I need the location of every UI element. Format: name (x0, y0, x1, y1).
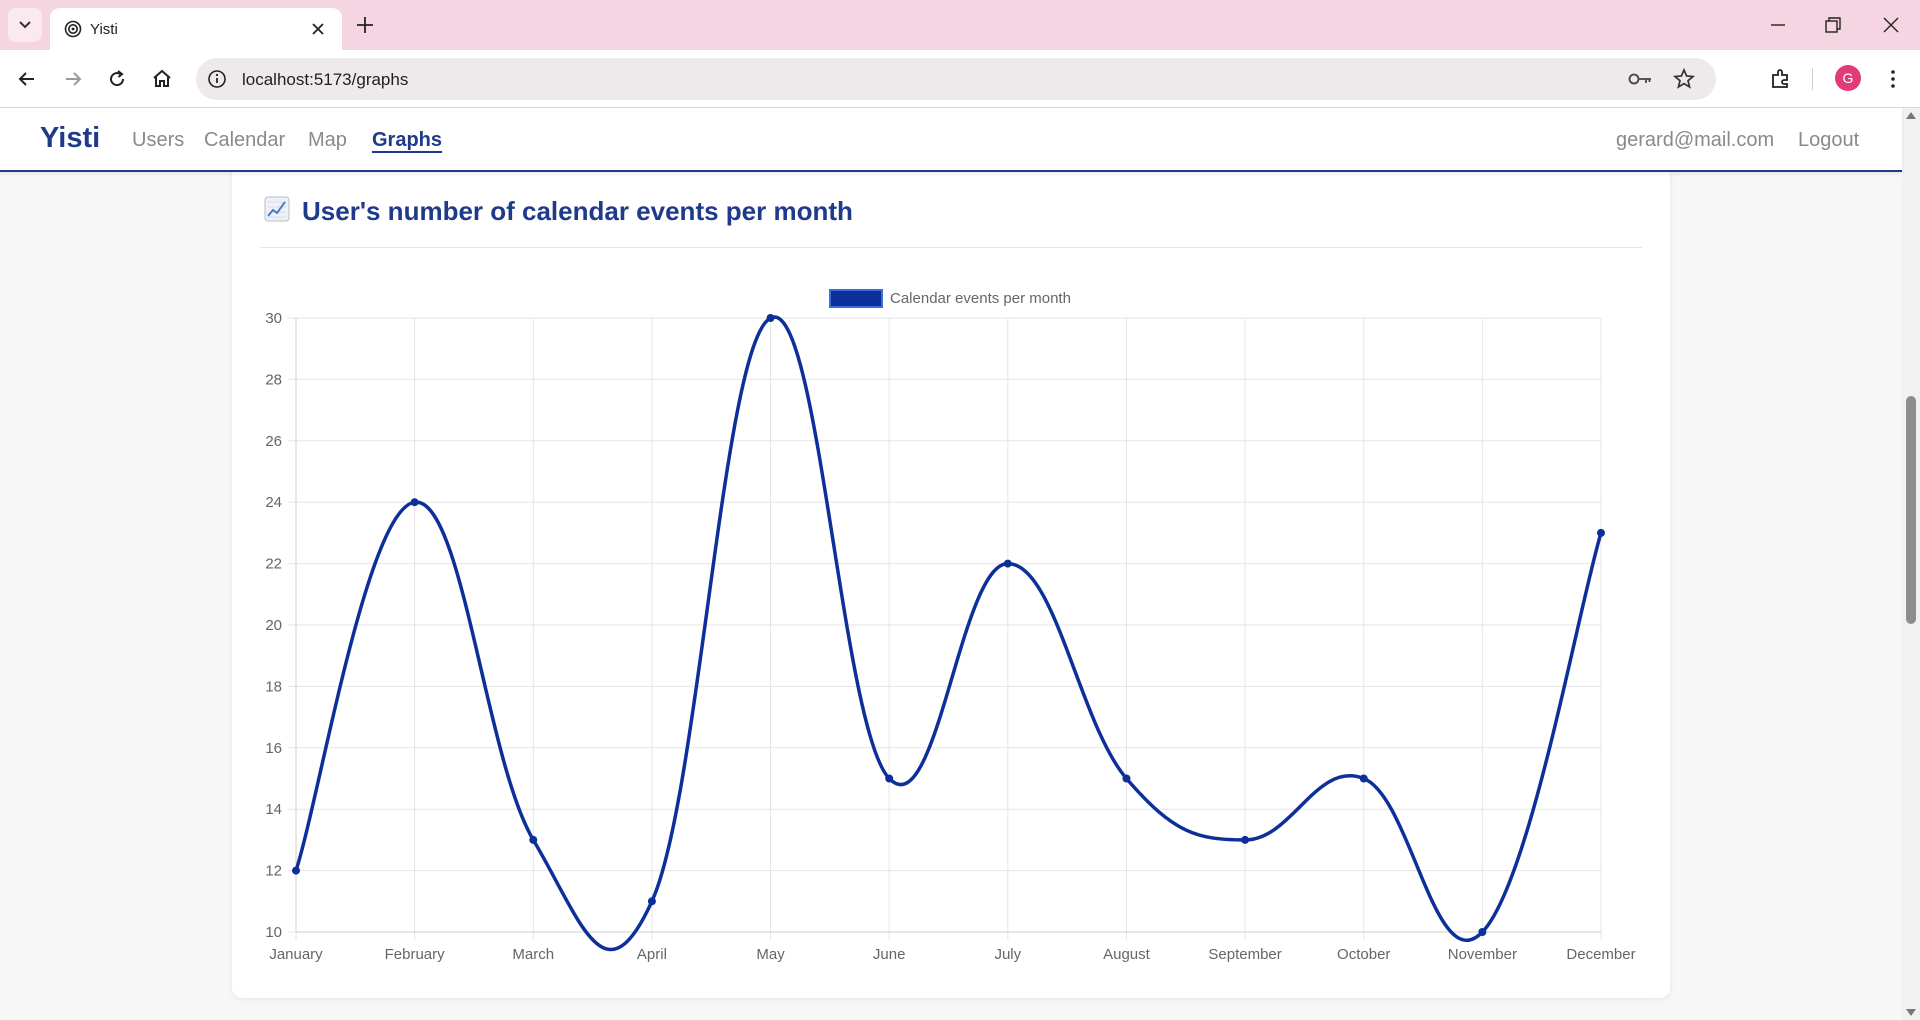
tab-title: Yisti (90, 21, 118, 38)
password-key-icon[interactable] (1626, 68, 1654, 90)
app-navbar: Yisti Users Calendar Map Graphs gerard@m… (0, 108, 1902, 172)
x-tick-label: April (637, 946, 667, 963)
y-tick-label: 20 (265, 617, 282, 634)
chart-axes: 10 12 14 16 18 20 22 24 26 28 30 January February Mar… (265, 310, 1635, 963)
y-tick-label: 16 (265, 740, 282, 757)
y-tick-label: 10 (265, 924, 282, 941)
y-tick-label: 12 (265, 863, 282, 880)
data-point (647, 897, 656, 906)
logout-link[interactable]: Logout (1798, 129, 1860, 151)
data-point (1359, 774, 1368, 783)
new-tab-icon[interactable] (354, 14, 376, 36)
close-window-icon[interactable] (1878, 12, 1904, 38)
graph-card: User's number of calendar events per mon… (232, 150, 1670, 998)
chevron-down-icon (19, 21, 31, 29)
restore-icon[interactable] (1820, 12, 1846, 38)
x-tick-label: September (1208, 946, 1281, 963)
y-tick-label: 24 (265, 494, 282, 511)
x-tick-label: July (994, 946, 1021, 963)
browser-toolbar: localhost:5173/graphs G (0, 50, 1920, 108)
series-points (292, 314, 1605, 936)
x-tick-label: March (512, 946, 554, 963)
data-point (1241, 835, 1250, 844)
bookmark-star-icon[interactable] (1672, 67, 1696, 91)
data-point (1597, 528, 1605, 537)
toolbar-separator (1812, 68, 1813, 90)
tab-search-button[interactable] (8, 8, 42, 42)
extensions-puzzle-icon[interactable] (1768, 66, 1794, 92)
browser-tab-strip: Yisti (0, 0, 1920, 50)
target-favicon-icon (64, 20, 82, 38)
chart-increasing-icon (264, 196, 290, 222)
more-menu-icon[interactable] (1880, 66, 1906, 92)
x-tick-label: August (1103, 946, 1151, 963)
reload-icon[interactable] (104, 66, 130, 92)
scroll-down-arrow-icon[interactable] (1906, 1009, 1916, 1016)
scroll-up-arrow-icon[interactable] (1906, 112, 1916, 119)
series-line-calendar-events (294, 315, 1603, 952)
browser-tab[interactable]: Yisti (50, 8, 342, 50)
data-point (766, 314, 775, 322)
nav-calendar[interactable]: Calendar (204, 129, 286, 151)
x-tick-label: January (269, 946, 323, 963)
x-tick-label: May (756, 946, 785, 963)
x-tick-label: November (1448, 946, 1517, 963)
x-tick-label: June (873, 946, 906, 963)
y-tick-label: 18 (265, 678, 282, 695)
data-point (1478, 928, 1487, 936)
user-email: gerard@mail.com (1616, 129, 1775, 151)
address-bar[interactable]: localhost:5173/graphs (196, 58, 1716, 100)
page-scrollbar[interactable] (1902, 108, 1920, 1020)
y-tick-label: 26 (265, 433, 282, 450)
brand-logo[interactable]: Yisti (40, 122, 101, 154)
nav-map[interactable]: Map (308, 129, 347, 151)
home-icon[interactable] (149, 66, 175, 92)
chart-grid (288, 317, 1602, 940)
data-point (1122, 774, 1131, 783)
profile-avatar[interactable]: G (1835, 65, 1861, 91)
data-point (1003, 559, 1012, 568)
x-tick-label: October (1337, 946, 1390, 963)
y-tick-label: 14 (265, 801, 282, 818)
nav-graphs[interactable]: Graphs (372, 129, 443, 151)
y-tick-label: 28 (265, 371, 282, 388)
data-point (410, 498, 419, 507)
card-divider (260, 247, 1642, 248)
nav-users[interactable]: Users (132, 129, 185, 151)
site-info-icon[interactable] (206, 68, 228, 90)
x-tick-label: December (1566, 946, 1635, 963)
y-tick-label: 30 (265, 310, 282, 327)
scroll-thumb[interactable] (1906, 396, 1916, 624)
data-point (885, 774, 894, 783)
data-point (529, 835, 538, 844)
chart-legend: Calendar events per month (829, 289, 1071, 308)
close-tab-icon[interactable] (308, 19, 328, 39)
y-tick-label: 22 (265, 556, 282, 573)
legend-swatch (829, 289, 883, 308)
data-point (292, 866, 300, 875)
forward-arrow-icon[interactable] (60, 66, 86, 92)
back-arrow-icon[interactable] (14, 66, 40, 92)
legend-label: Calendar events per month (890, 290, 1071, 307)
minimize-icon[interactable] (1765, 12, 1791, 38)
card-title: User's number of calendar events per mon… (302, 196, 853, 226)
x-tick-label: February (385, 946, 446, 963)
url-text[interactable]: localhost:5173/graphs (242, 70, 409, 89)
